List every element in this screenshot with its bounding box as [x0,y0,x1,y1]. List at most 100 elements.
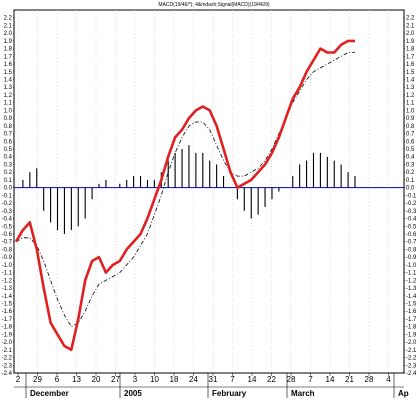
y-tick-label-right: 2.2 [406,16,415,22]
y-tick-label-right: 1.4 [406,78,415,84]
y-tick-label-left: 2.0 [4,31,13,37]
x-date-label: 4 [386,375,391,384]
y-tick-label-left: 1.4 [4,78,13,84]
y-tick-label-right: -1.5 [406,301,417,307]
y-tick-label-right: -0.5 [406,224,417,230]
y-tick-label-left: -2.2 [2,356,13,362]
y-axis-right: 2.22.1 2.0 1.9 1.81.7 1.6 1.5 1.41.3 1.2 1.11.0 0… [404,16,417,377]
grid-lines [13,9,405,374]
y-tick-label-right: 0.5 [406,147,415,153]
x-date-label: 10 [150,375,159,384]
y-tick-label-left: -0.6 [2,232,13,238]
y-tick-label-right: 1.5 [406,70,415,76]
y-tick-label-left: -1.2 [2,278,13,284]
macd-line [14,39,355,352]
y-tick-label-left: 0.7 [4,132,13,138]
x-date-label: 20 [92,375,101,384]
x-date-label: 14 [248,375,257,384]
y-tick-label-left: 1.3 [4,85,13,91]
x-axis: 2 29 6 13 20 27 3 10 18 24 31 7 14 22 28 7 14 21 28 4 Decemb… [14,373,409,398]
y-tick-label-left: -2.0 [2,340,13,346]
y-tick-label-right: 1.1 [406,101,415,107]
y-tick-label-right: -0.1 [406,193,417,199]
y-tick-label-left: 0.9 [4,116,13,122]
y-tick-label-left: 0.6 [4,139,13,145]
x-date-label: 24 [189,375,198,384]
y-tick-label-right: -0.9 [406,255,417,261]
y-tick-label-right: 1.8 [406,47,415,53]
y-tick-label-left: 1.2 [4,93,13,99]
x-date-label: 6 [55,375,60,384]
y-tick-label-right: 1.7 [406,54,415,60]
y-tick-label-right: 2.0 [406,31,415,37]
y-tick-label-left: -1.1 [2,271,13,277]
chart-title: MACD(19/46/*); 4&mdash;Signal(MACD)(19/4… [158,2,269,8]
x-date-label: 3 [133,375,138,384]
y-tick-label-right: 0.1 [406,178,415,184]
x-date-label: 29 [33,375,42,384]
y-tick-label-left: -0.2 [2,201,13,207]
x-date-label: 14 [326,375,335,384]
y-tick-label-right: 1.6 [406,62,415,68]
x-month-label: March [291,389,315,398]
x-date-label: 28 [287,375,296,384]
y-tick-label-left: -1.7 [2,317,13,323]
y-tick-label-left: -1.0 [2,263,13,269]
x-date-label: 21 [345,375,354,384]
y-tick-label-left: -1.4 [2,294,13,300]
y-tick-label-right: -1.3 [406,286,417,292]
y-tick-label-left: 1.5 [4,70,13,76]
y-tick-label-left: 2.1 [4,23,13,29]
x-date-label: 18 [170,375,179,384]
y-tick-label-right: -1.6 [406,309,417,315]
y-tick-label-left: 0.4 [4,155,13,161]
y-tick-label-right: -0.6 [406,232,417,238]
plot-frame [13,9,405,374]
y-tick-label-left: -1.3 [2,286,13,292]
y-tick-label-right: -2.0 [406,340,417,346]
x-date-label: 13 [72,375,81,384]
signal-line [15,52,355,328]
x-date-label: 22 [267,375,276,384]
x-month-label: December [30,389,69,398]
y-tick-label-left: -0.1 [2,193,13,199]
y-tick-label-right: 0.6 [406,139,415,145]
y-tick-label-left: 0.0 [4,186,13,192]
x-date-label: 7 [230,375,235,384]
y-tick-label-right: -1.0 [406,263,417,269]
y-tick-label-right: 0.3 [406,162,415,168]
y-tick-label-right: 0.4 [406,155,415,161]
y-tick-label-left: -0.5 [2,224,13,230]
y-tick-label-left: 1.8 [4,47,13,53]
y-tick-label-left: 1.7 [4,54,13,60]
y-tick-label-right: -1.7 [406,317,417,323]
y-tick-label-left: 1.9 [4,39,13,45]
y-tick-label-left: 1.0 [4,108,13,114]
x-date-label: 31 [209,375,218,384]
y-tick-label-right: 0.7 [406,132,415,138]
y-tick-label-left: 0.3 [4,162,13,168]
y-tick-label-left: -2.1 [2,348,13,354]
y-tick-label-right: -2.1 [406,348,417,354]
x-date-label: 7 [308,375,313,384]
y-tick-label-left: 0.2 [4,170,13,176]
x-date-label: 2 [16,375,21,384]
y-tick-label-right: 1.2 [406,93,415,99]
y-tick-label-left: -0.9 [2,255,13,261]
y-tick-label-right: -1.4 [406,294,417,300]
y-axis-left: 2.22.1 2.0 1.9 1.81.7 1.6 1.5 1.41.3 1.2 1.11.0 0… [2,16,14,377]
y-tick-label-left: 2.2 [4,16,13,22]
y-tick-label-right: 0.8 [406,124,415,130]
y-tick-label-right: 0.0 [406,186,415,192]
y-tick-label-left: -0.7 [2,240,13,246]
y-tick-label-right: -2.4 [406,371,417,377]
y-tick-label-right: -1.1 [406,271,417,277]
y-tick-label-right: 0.2 [406,170,415,176]
y-tick-label-left: -1.6 [2,309,13,315]
y-tick-label-left: 1.6 [4,62,13,68]
y-tick-label-right: 1.0 [406,108,415,114]
y-tick-label-left: -2.4 [2,371,13,377]
x-month-label: Ap [398,389,409,398]
